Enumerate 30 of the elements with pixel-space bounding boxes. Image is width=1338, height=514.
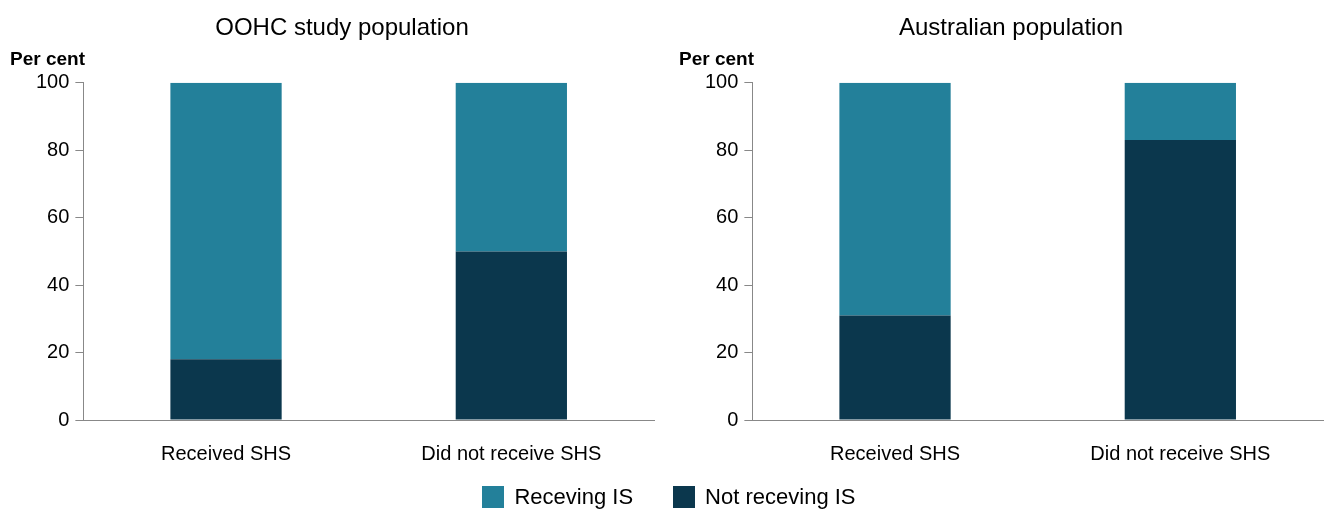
chart-title: OOHC study population (215, 13, 469, 41)
bar (839, 315, 951, 420)
x-tick-label: Did not receive SHS (1090, 441, 1271, 464)
y-tick-label: 100 (35, 70, 70, 93)
bar (455, 82, 567, 252)
legend-label: Not receving IS (705, 484, 856, 510)
y-tick-label: 0 (58, 407, 70, 430)
bar (170, 82, 282, 360)
legend-label: Receving IS (514, 484, 634, 510)
y-tick-label: 60 (716, 205, 739, 228)
bar (1124, 140, 1236, 420)
y-tick-label: 20 (716, 340, 739, 363)
bar (839, 82, 951, 316)
bar (1124, 82, 1236, 141)
x-tick-label: Received SHS (830, 441, 961, 464)
y-tick-label: 80 (716, 137, 739, 160)
y-tick-label: 80 (47, 137, 70, 160)
y-tick-label: 100 (704, 70, 739, 93)
y-tick-label: 0 (727, 407, 739, 430)
x-tick-label: Did not receive SHS (421, 441, 602, 464)
y-tick-label: 20 (47, 340, 70, 363)
y-axis-title: Per cent (10, 47, 86, 69)
y-tick-label: 40 (47, 272, 70, 295)
bar (455, 251, 567, 420)
y-tick-label: 40 (716, 272, 739, 295)
x-tick-label: Received SHS (161, 441, 292, 464)
bar (170, 359, 282, 420)
chart-title: Australian population (898, 13, 1124, 41)
y-axis-title: Per cent (679, 47, 755, 69)
y-tick-label: 60 (47, 205, 70, 228)
